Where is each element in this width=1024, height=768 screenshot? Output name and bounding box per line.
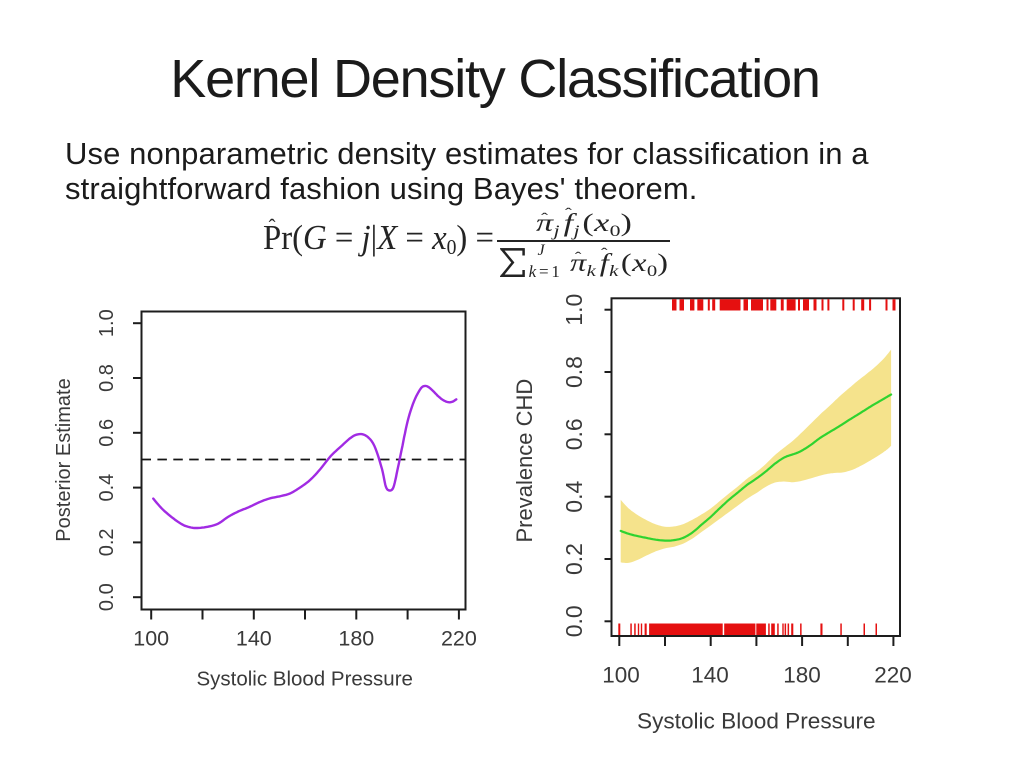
svg-text:0.6: 0.6 — [96, 419, 118, 447]
svg-text:220: 220 — [874, 662, 912, 687]
svg-text:100: 100 — [602, 662, 640, 687]
svg-text:Posterior Estimate: Posterior Estimate — [53, 378, 75, 541]
svg-text:1.0: 1.0 — [96, 309, 118, 337]
svg-text:1.0: 1.0 — [561, 294, 587, 326]
svg-text:0.0: 0.0 — [96, 583, 118, 611]
svg-text:180: 180 — [338, 627, 374, 651]
svg-text:0.4: 0.4 — [561, 481, 587, 513]
svg-text:0.2: 0.2 — [561, 543, 587, 575]
svg-text:180: 180 — [783, 662, 821, 687]
svg-text:140: 140 — [236, 627, 272, 651]
svg-text:0.0: 0.0 — [561, 605, 587, 637]
svg-text:Prevalence CHD: Prevalence CHD — [512, 379, 537, 543]
svg-text:0.6: 0.6 — [561, 418, 587, 450]
svg-text:220: 220 — [441, 627, 477, 651]
svg-text:Systolic Blood Pressure: Systolic Blood Pressure — [196, 668, 412, 691]
svg-text:Systolic Blood Pressure: Systolic Blood Pressure — [637, 708, 876, 733]
svg-text:0.8: 0.8 — [96, 364, 118, 392]
svg-text:140: 140 — [691, 662, 729, 687]
svg-text:0.8: 0.8 — [561, 356, 587, 388]
svg-text:0.4: 0.4 — [96, 474, 118, 502]
svg-text:100: 100 — [133, 627, 169, 651]
svg-text:0.2: 0.2 — [96, 528, 118, 556]
